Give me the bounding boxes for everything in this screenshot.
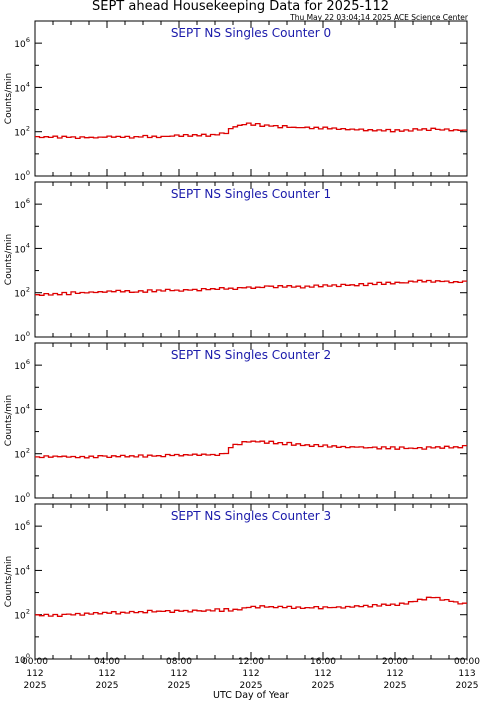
panel-title-1: SEPT NS Singles Counter 1 — [171, 187, 331, 201]
y-tick-label-1-1: 10 — [14, 290, 26, 300]
y-tick-label-1-0: 10 — [14, 334, 26, 344]
y-tick-exponent-1-2: 4 — [26, 241, 30, 249]
series-line-3 — [35, 596, 467, 617]
y-tick-exponent-1-0: 0 — [26, 330, 30, 338]
y-tick-exponent-0-0: 0 — [26, 169, 30, 177]
generation-timestamp: Thu May 22 03:04:14 2025 ACE Science Cen… — [290, 13, 468, 22]
y-tick-label-2-1: 10 — [14, 451, 26, 461]
y-tick-exponent-2-1: 2 — [26, 447, 30, 455]
y-tick-label-3-2: 10 — [14, 567, 26, 577]
y-tick-exponent-1-3: 6 — [26, 197, 30, 205]
y-tick-exponent-0-2: 4 — [26, 80, 30, 88]
x-tick-label-4-l1: 16:00 — [310, 657, 336, 667]
series-line-0 — [35, 122, 467, 140]
y-axis-label-2: Counts/min — [4, 395, 14, 446]
y-tick-label-1-2: 10 — [14, 245, 26, 255]
y-axis-label-3: Counts/min — [4, 556, 14, 607]
x-tick-label-6-l2: 113 — [458, 669, 475, 679]
panel-frame-0 — [34, 20, 468, 177]
x-tick-label-6-l1: 00:00 — [454, 657, 480, 667]
y-tick-exponent-0-1: 2 — [26, 125, 30, 133]
panel-frame-1 — [34, 181, 468, 338]
y-tick-label-3-1: 10 — [14, 612, 26, 622]
x-tick-label-5-l2: 112 — [386, 669, 403, 679]
y-tick-label-1-3: 10 — [14, 201, 26, 211]
y-tick-exponent-2-3: 6 — [26, 358, 30, 366]
x-tick-label-3-l2: 112 — [242, 669, 259, 679]
figure-title: SEPT ahead Housekeeping Data for 2025-11… — [92, 0, 389, 14]
y-tick-label-2-3: 10 — [14, 362, 26, 372]
y-tick-label-3-0: 10 — [14, 656, 26, 666]
y-tick-label-0-2: 10 — [14, 84, 26, 94]
y-tick-label-0-3: 10 — [14, 40, 26, 50]
panel-title-0: SEPT NS Singles Counter 0 — [171, 26, 331, 40]
panel-title-3: SEPT NS Singles Counter 3 — [171, 509, 331, 523]
panel-title-2: SEPT NS Singles Counter 2 — [171, 348, 331, 362]
x-tick-label-2-l3: 2025 — [168, 681, 191, 691]
y-axis-label-0: Counts/min — [4, 73, 14, 124]
x-tick-label-1-l3: 2025 — [96, 681, 119, 691]
y-tick-label-0-0: 10 — [14, 173, 26, 183]
x-tick-label-0-l2: 112 — [26, 669, 43, 679]
x-tick-label-4-l2: 112 — [314, 669, 331, 679]
y-tick-label-0-1: 10 — [14, 129, 26, 139]
x-axis-label: UTC Day of Year — [213, 690, 289, 701]
x-tick-label-6-l3: 2025 — [456, 681, 479, 691]
y-tick-exponent-3-3: 6 — [26, 519, 30, 527]
y-tick-exponent-3-1: 2 — [26, 608, 30, 616]
y-axis-label-1: Counts/min — [4, 234, 14, 285]
x-tick-label-5-l1: 20:00 — [382, 657, 408, 667]
x-tick-label-2-l1: 08:00 — [166, 657, 192, 667]
x-tick-label-5-l3: 2025 — [384, 681, 407, 691]
series-line-1 — [35, 279, 467, 296]
x-tick-label-3-l3: 2025 — [240, 681, 263, 691]
y-tick-exponent-2-0: 0 — [26, 491, 30, 499]
x-tick-label-2-l2: 112 — [170, 669, 187, 679]
y-tick-exponent-1-1: 2 — [26, 286, 30, 294]
y-tick-label-2-0: 10 — [14, 495, 26, 505]
x-tick-label-4-l3: 2025 — [312, 681, 335, 691]
y-tick-exponent-0-3: 6 — [26, 36, 30, 44]
y-tick-label-3-3: 10 — [14, 523, 26, 533]
y-tick-exponent-3-0: 0 — [26, 652, 30, 660]
x-tick-label-0-l3: 2025 — [24, 681, 47, 691]
x-tick-label-3-l1: 12:00 — [238, 657, 264, 667]
panel-frame-3 — [34, 503, 468, 660]
y-tick-exponent-3-2: 4 — [26, 563, 30, 571]
x-tick-label-1-l1: 04:00 — [94, 657, 120, 667]
x-tick-label-0-l1: 00:00 — [22, 657, 48, 667]
x-tick-label-1-l2: 112 — [98, 669, 115, 679]
y-tick-exponent-2-2: 4 — [26, 402, 30, 410]
series-line-2 — [35, 440, 467, 459]
panel-frame-2 — [34, 342, 468, 499]
y-tick-label-2-2: 10 — [14, 406, 26, 416]
